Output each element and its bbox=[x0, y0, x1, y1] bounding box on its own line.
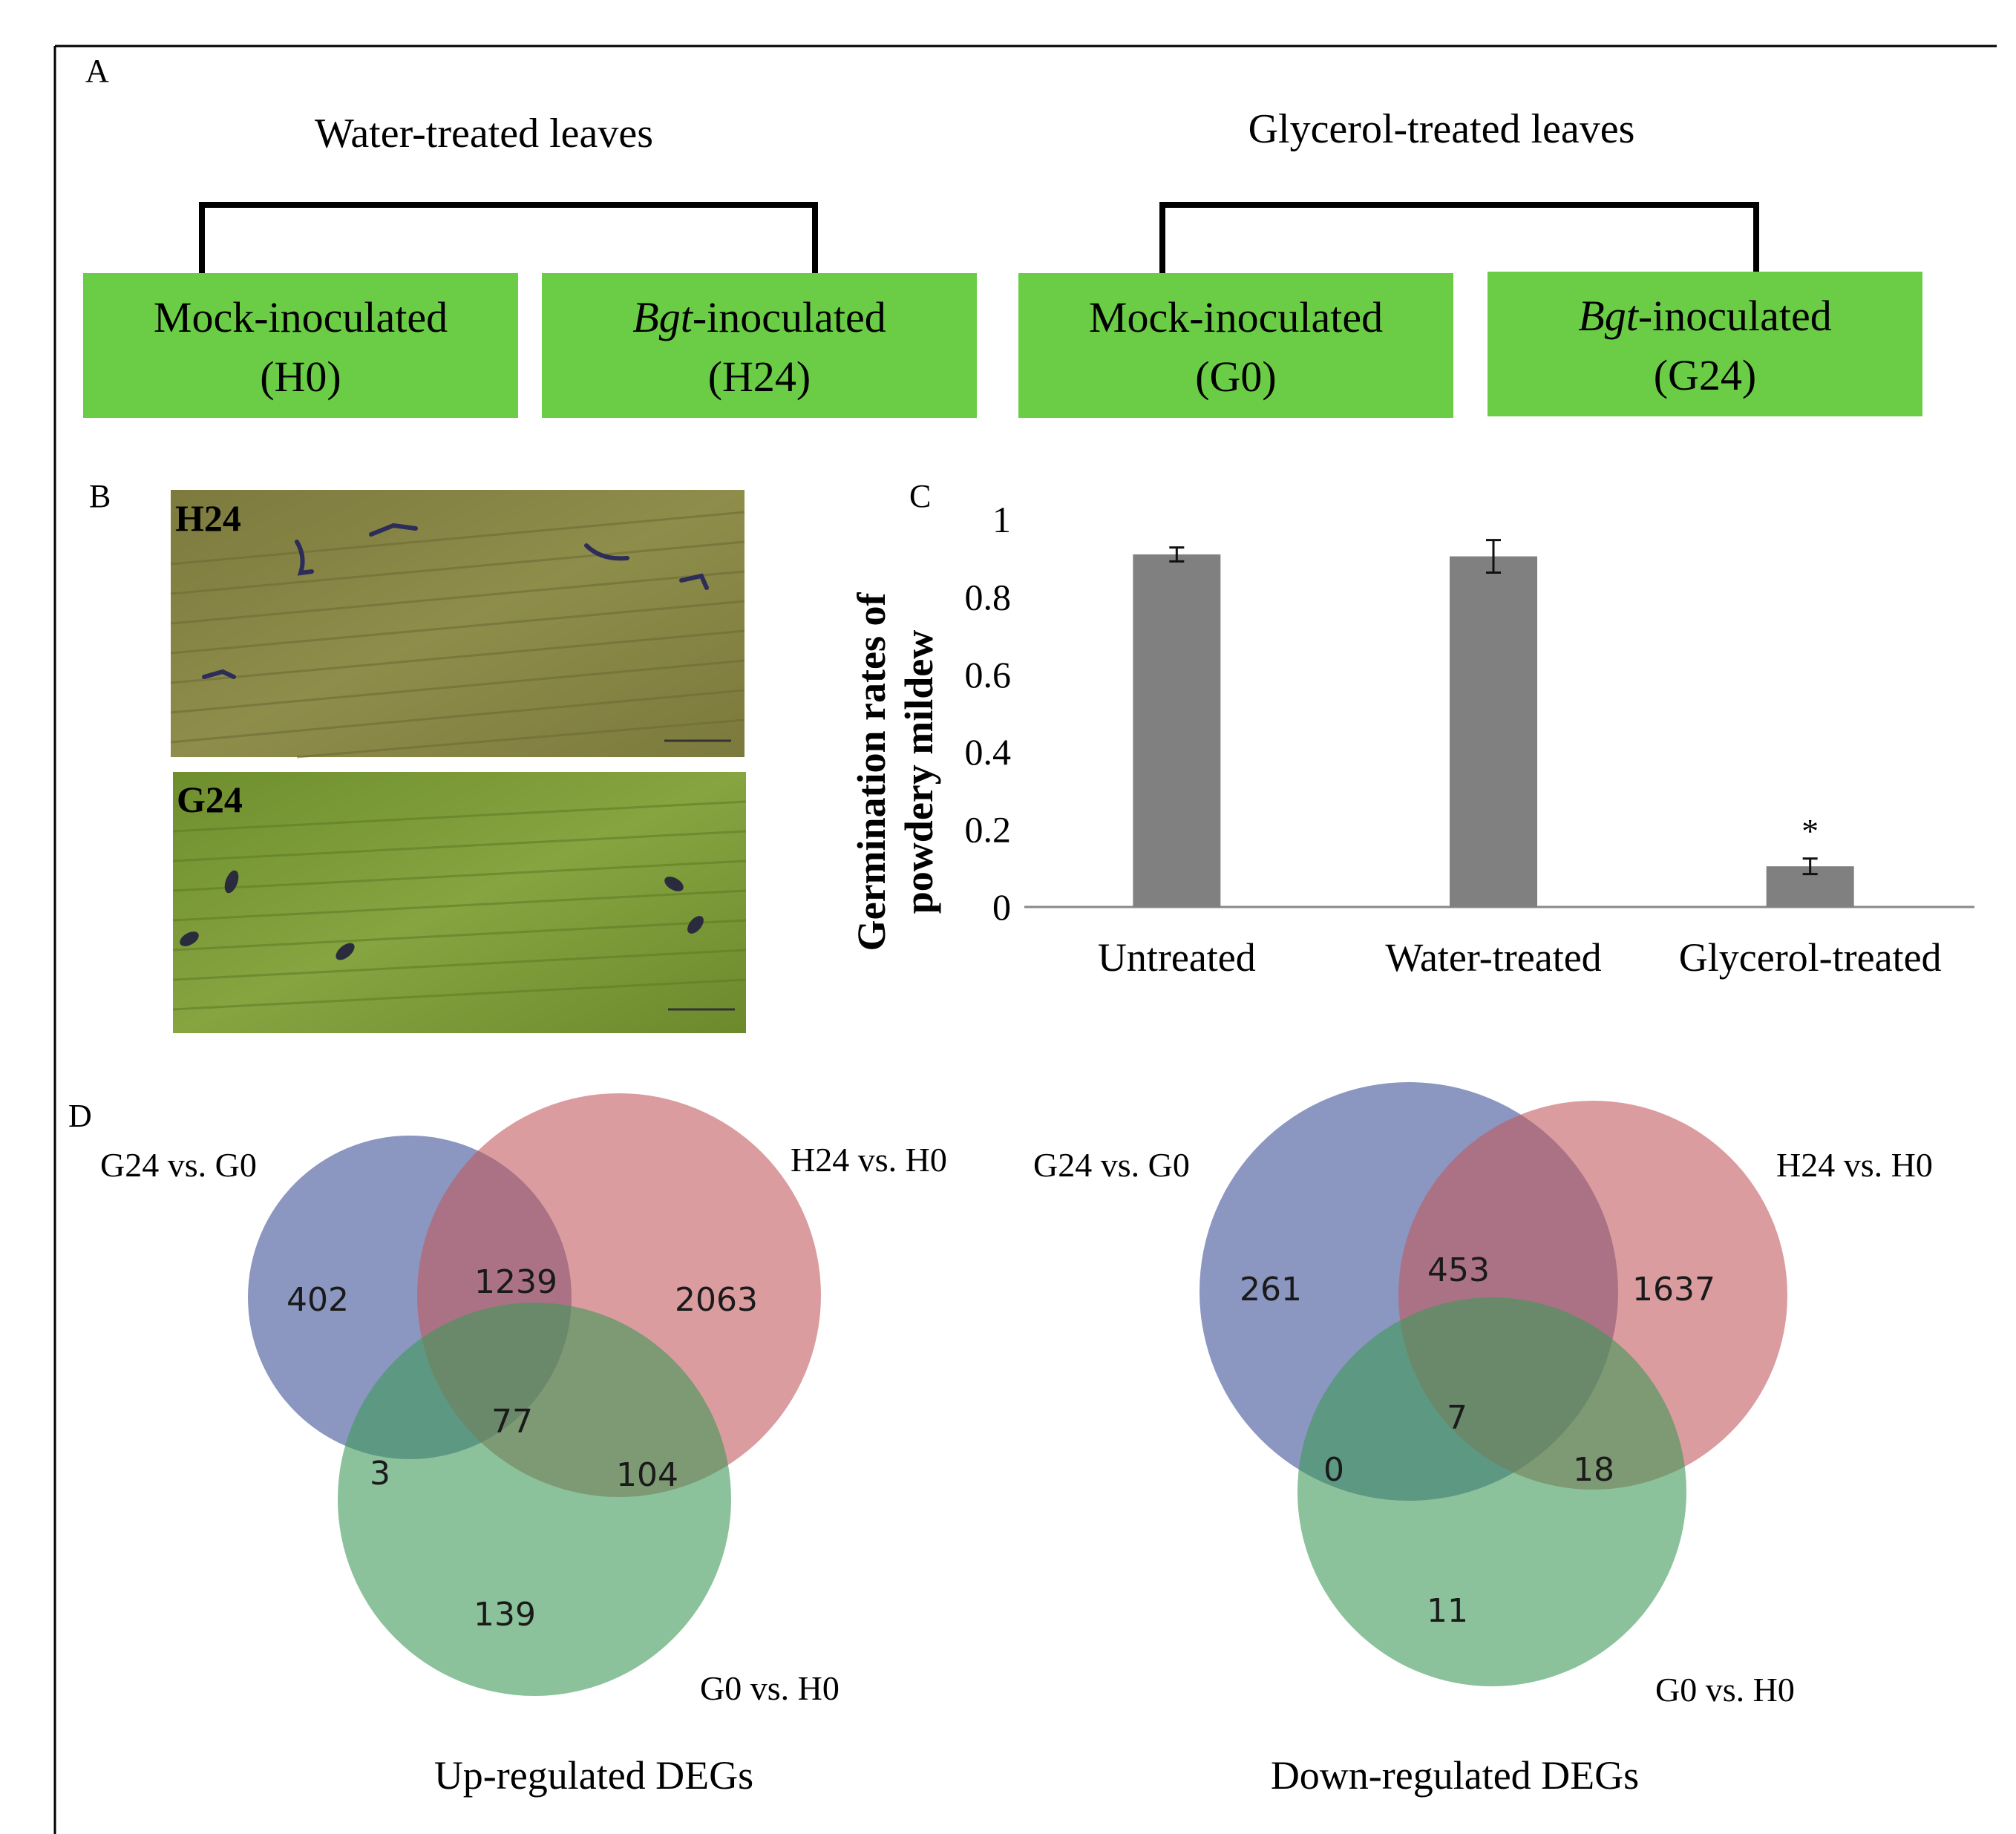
venn-up-count-a-only: 402 bbox=[287, 1281, 349, 1319]
x-category-label: Untreated bbox=[1098, 935, 1256, 980]
y-axis-label-line1: Germination rates of bbox=[849, 592, 894, 952]
venn-up-label-a: G24 vs. G0 bbox=[100, 1146, 257, 1184]
spore-markers bbox=[202, 523, 709, 679]
box-h0 bbox=[83, 273, 518, 418]
venn-up-count-b-only: 2063 bbox=[675, 1281, 758, 1319]
box-g0 bbox=[1018, 273, 1453, 418]
venn-up-circle-g0-vs-h0 bbox=[338, 1303, 731, 1696]
y-tick-label: 0.6 bbox=[965, 654, 1012, 695]
group-title-water: Water-treated leaves bbox=[315, 111, 653, 157]
box-g24-code: (G24) bbox=[1654, 351, 1757, 399]
venn-down-count-abc: 7 bbox=[1447, 1399, 1467, 1437]
box-g24-label: Bgt-inoculated bbox=[1578, 292, 1831, 340]
bar-1 bbox=[1450, 556, 1537, 907]
venn-down-count-c-only: 11 bbox=[1427, 1592, 1468, 1630]
micrograph-h24-label: H24 bbox=[175, 497, 241, 539]
bracket-water bbox=[199, 202, 818, 273]
box-g0-code: (G0) bbox=[1195, 353, 1277, 401]
venn-down-count-a-only: 261 bbox=[1240, 1271, 1302, 1309]
y-tick-label: 0.4 bbox=[965, 731, 1012, 773]
error-bar-0 bbox=[1169, 546, 1185, 563]
x-category-label: Glycerol-treated bbox=[1679, 935, 1942, 980]
venn-down-label-b: H24 vs. H0 bbox=[1776, 1146, 1933, 1184]
venn-up-caption: Up-regulated DEGs bbox=[434, 1753, 753, 1798]
venn-up-count-ac: 3 bbox=[370, 1455, 390, 1493]
micrograph-h24 bbox=[170, 490, 745, 759]
venn-up-label-c: G0 vs. H0 bbox=[700, 1669, 840, 1707]
micrograph-g24 bbox=[172, 772, 747, 1033]
box-g24 bbox=[1488, 272, 1922, 416]
box-h0-label: Mock-inoculated bbox=[154, 293, 448, 341]
y-tick-label: 1 bbox=[992, 499, 1011, 540]
error-bar-1 bbox=[1486, 539, 1501, 574]
x-axis-categories: Untreated Water-treated Glycerol-treated bbox=[1098, 935, 1942, 980]
group-title-glycerol: Glycerol-treated leaves bbox=[1248, 106, 1635, 152]
venn-down-label-c: G0 vs. H0 bbox=[1655, 1671, 1795, 1709]
conidia-markers bbox=[180, 870, 704, 960]
box-h24-code: (H24) bbox=[708, 353, 811, 401]
venn-down-circle-g0-vs-h0 bbox=[1297, 1297, 1686, 1686]
significance-marker: * bbox=[1801, 812, 1819, 850]
venn-up-label-b: H24 vs. H0 bbox=[791, 1141, 947, 1179]
panel-c-chart: 0 0.2 0.4 0.6 0.8 1 * Untreated Water-treated G… bbox=[849, 499, 1974, 980]
panel-letter-a: A bbox=[85, 53, 109, 89]
y-axis-ticks: 0 0.2 0.4 0.6 0.8 1 bbox=[965, 499, 1012, 928]
bar-0 bbox=[1133, 554, 1221, 907]
box-h24-label: Bgt-inoculated bbox=[632, 293, 886, 341]
box-h24 bbox=[542, 273, 977, 418]
x-category-label: Water-treated bbox=[1385, 935, 1601, 980]
panel-letter-b: B bbox=[89, 478, 111, 514]
y-tick-label: 0.8 bbox=[965, 576, 1012, 618]
micrograph-g24-label: G24 bbox=[177, 779, 243, 820]
bracket-glycerol bbox=[1159, 202, 1759, 273]
box-h0-code: (H0) bbox=[260, 353, 341, 401]
box-g0-label: Mock-inoculated bbox=[1089, 293, 1383, 341]
venn-down: G24 vs. G0 H24 vs. H0 G0 vs. H0 261 453 … bbox=[1033, 1082, 1933, 1798]
error-bar-2 bbox=[1802, 857, 1818, 876]
venn-up-count-ab: 1239 bbox=[474, 1263, 557, 1301]
venn-up-count-bc: 104 bbox=[616, 1456, 678, 1494]
venn-down-count-bc: 18 bbox=[1573, 1451, 1614, 1489]
panel-b: H24 G24 bbox=[170, 490, 747, 1033]
venn-down-count-ab: 453 bbox=[1427, 1251, 1490, 1289]
y-tick-label: 0 bbox=[992, 886, 1011, 928]
venn-down-count-ac: 0 bbox=[1323, 1451, 1344, 1489]
venn-up: G24 vs. G0 H24 vs. H0 G0 vs. H0 402 1239… bbox=[100, 1093, 947, 1798]
panel-letter-d: D bbox=[68, 1098, 92, 1134]
panel-letter-c: C bbox=[909, 478, 931, 514]
y-axis-label-line2: powdery mildew bbox=[897, 630, 941, 914]
venn-up-count-abc: 77 bbox=[491, 1403, 533, 1441]
venn-up-count-c-only: 139 bbox=[474, 1596, 536, 1634]
panel-a: Water-treated leaves Glycerol-treated le… bbox=[83, 106, 1922, 418]
venn-down-count-b-only: 1637 bbox=[1632, 1271, 1715, 1309]
venn-down-label-a: G24 vs. G0 bbox=[1033, 1146, 1190, 1184]
panel-d: G24 vs. G0 H24 vs. H0 G0 vs. H0 402 1239… bbox=[100, 1082, 1933, 1798]
bars: * bbox=[1133, 539, 1854, 907]
venn-down-caption: Down-regulated DEGs bbox=[1271, 1753, 1639, 1798]
y-tick-label: 0.2 bbox=[965, 809, 1012, 851]
